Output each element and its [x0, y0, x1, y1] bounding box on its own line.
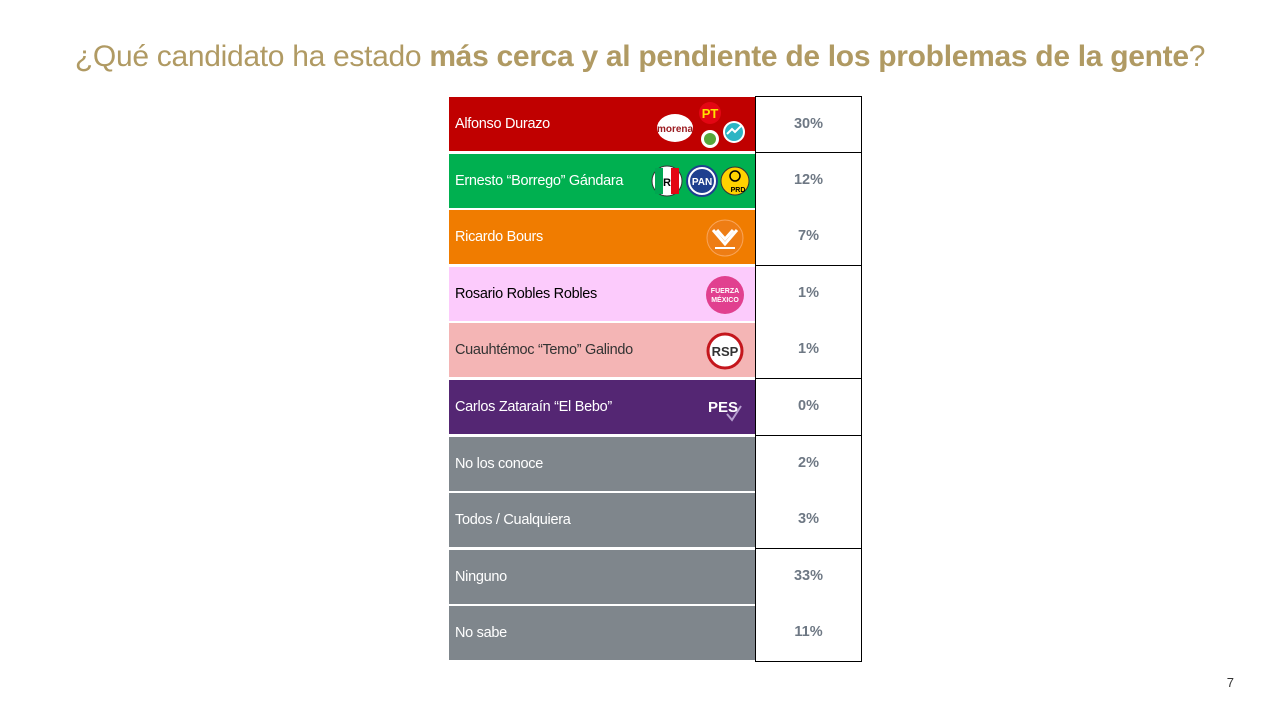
table-row: Ninguno 33% [449, 548, 863, 606]
row-label-cell: Alfonso Durazo morena PT [449, 97, 755, 151]
value-cell: 12% [755, 152, 862, 210]
party-logos: FUERZA MÉXICO [699, 271, 751, 317]
value-cell: 3% [755, 492, 862, 550]
value-cell: 30% [755, 96, 862, 153]
fuerza-mexico-logo: FUERZA MÉXICO [706, 275, 744, 314]
row-label-cell: No sabe [449, 606, 755, 661]
row-label-cell: Cuauhtémoc “Temo” Galindo RSP [449, 323, 755, 378]
option-name: Ninguno [455, 568, 507, 585]
candidate-name: Carlos Zataraín “El Bebo” [455, 398, 612, 415]
row-label-cell: No los conoce [449, 436, 755, 491]
pvem-logo [701, 130, 719, 148]
value-cell: 7% [755, 209, 862, 267]
title-prefix: ¿Qué candidato ha estado [74, 40, 430, 73]
results-table: Alfonso Durazo morena PT [449, 96, 863, 663]
morena-logo: morena [657, 114, 694, 142]
row-label-cell: Ernesto “Borrego” Gándara R PAN [449, 153, 755, 208]
value-cell: 33% [755, 548, 862, 606]
option-name: No los conoce [455, 455, 543, 472]
page-number: 7 [1226, 675, 1234, 690]
pan-logo: PAN [686, 164, 718, 197]
value-cell: 0% [755, 378, 862, 436]
prd-logo: PRD [720, 166, 750, 196]
pt-logo: PT [699, 102, 721, 124]
pri-logo: R [651, 165, 683, 197]
rsp-text: RSP [712, 344, 739, 359]
row-label-cell: Rosario Robles Robles FUERZA MÉXICO [449, 266, 755, 321]
party-logos: RSP [699, 327, 751, 373]
value-cell: 1% [755, 265, 862, 323]
party-logos: R PAN PRD [651, 158, 751, 204]
table-row: Ricardo Bours 7% [449, 209, 863, 267]
table-row: Cuauhtémoc “Temo” Galindo RSP 1% [449, 322, 863, 380]
row-label-cell: Ninguno [449, 549, 755, 604]
candidate-name: Ernesto “Borrego” Gándara [455, 172, 624, 189]
page-title: ¿Qué candidato ha estado más cerca y al … [0, 40, 1280, 74]
candidate-name: Cuauhtémoc “Temo” Galindo [455, 342, 633, 359]
prd-text: PRD [731, 187, 746, 194]
table-row: Carlos Zataraín “El Bebo” PES 0% [449, 378, 863, 436]
row-label-cell: Ricardo Bours [449, 210, 755, 265]
option-name: No sabe [455, 625, 507, 642]
option-name: Todos / Cualquiera [455, 512, 571, 529]
table-row: Todos / Cualquiera 3% [449, 492, 863, 550]
candidate-name: Alfonso Durazo [455, 116, 550, 132]
value-cell: 2% [755, 435, 862, 493]
pes-logo: PES [708, 399, 742, 422]
pes-text: PES [708, 399, 738, 416]
pt-text: PT [702, 106, 719, 121]
title-bold: más cerca y al pendiente de los problema… [429, 40, 1189, 73]
pan-text: PAN [692, 177, 712, 188]
value-cell: 11% [755, 605, 862, 663]
rsp-logo: RSP [706, 332, 744, 370]
svg-text:R: R [663, 177, 671, 189]
table-row: No los conoce 2% [449, 435, 863, 493]
morena-text: morena [657, 124, 694, 135]
value-cell: 1% [755, 322, 862, 380]
row-label-cell: Carlos Zataraín “El Bebo” PES [449, 379, 755, 434]
movimiento-ciudadano-logo [706, 219, 744, 257]
nueva-alianza-logo [723, 121, 745, 143]
candidate-name: Rosario Robles Robles [455, 285, 597, 302]
candidate-name: Ricardo Bours [455, 229, 543, 246]
table-row: No sabe 11% [449, 605, 863, 663]
fuerza-text-1: FUERZA [711, 288, 739, 295]
title-suffix: ? [1188, 40, 1206, 73]
party-logos [699, 214, 751, 260]
party-logos: morena PT [655, 101, 751, 148]
table-row: Rosario Robles Robles FUERZA MÉXICO 1% [449, 265, 863, 323]
fuerza-text-2: MÉXICO [711, 295, 739, 304]
party-logos: PES [699, 384, 751, 430]
row-label-cell: Todos / Cualquiera [449, 493, 755, 548]
table-row: Alfonso Durazo morena PT [449, 96, 863, 153]
table-row: Ernesto “Borrego” Gándara R PAN [449, 152, 863, 210]
